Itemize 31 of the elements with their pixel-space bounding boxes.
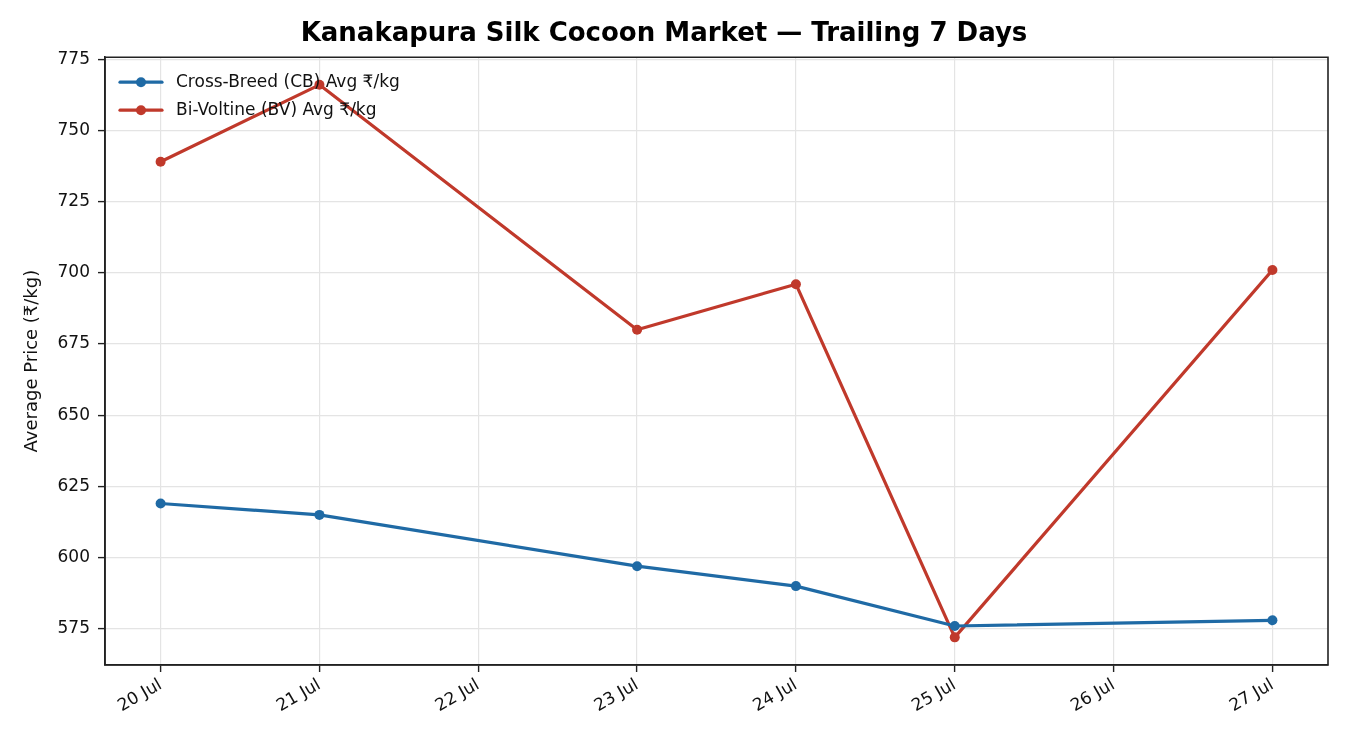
x-tick-label: 23 Jul — [590, 673, 642, 715]
y-tick-label: 625 — [57, 474, 90, 495]
x-tick-label: 22 Jul — [431, 673, 483, 715]
y-tick-label: 575 — [57, 617, 90, 638]
legend-label: Cross-Breed (CB) Avg ₹/kg — [176, 70, 400, 91]
x-tick-label: 26 Jul — [1066, 673, 1118, 715]
point — [1267, 615, 1278, 626]
point — [949, 620, 960, 631]
chart-title: Kanakapura Silk Cocoon Market — Trailing 7 Days — [300, 17, 1028, 48]
x-tick-label: 21 Jul — [272, 673, 324, 715]
y-tick-label: 600 — [57, 546, 90, 567]
x-tick-label: 27 Jul — [1225, 673, 1277, 715]
y-tick-label: 750 — [57, 118, 90, 139]
point — [949, 632, 960, 643]
point — [314, 509, 325, 520]
point — [790, 581, 801, 592]
y-tick-label: 700 — [57, 261, 90, 282]
point — [790, 279, 801, 290]
point — [632, 324, 643, 335]
y-tick-label: 650 — [57, 403, 90, 424]
point — [632, 561, 643, 572]
point — [155, 498, 166, 509]
y-tick-label: 675 — [57, 332, 90, 353]
y-axis-title: Average Price (₹/kg) — [20, 269, 42, 453]
y-tick-label: 725 — [57, 190, 90, 211]
x-tick-label: 25 Jul — [907, 673, 959, 715]
point — [155, 156, 166, 167]
x-tick-label: 20 Jul — [113, 673, 165, 715]
x-tick-label: 24 Jul — [748, 673, 801, 715]
point — [1267, 264, 1278, 275]
y-tick-label: 775 — [57, 47, 90, 68]
